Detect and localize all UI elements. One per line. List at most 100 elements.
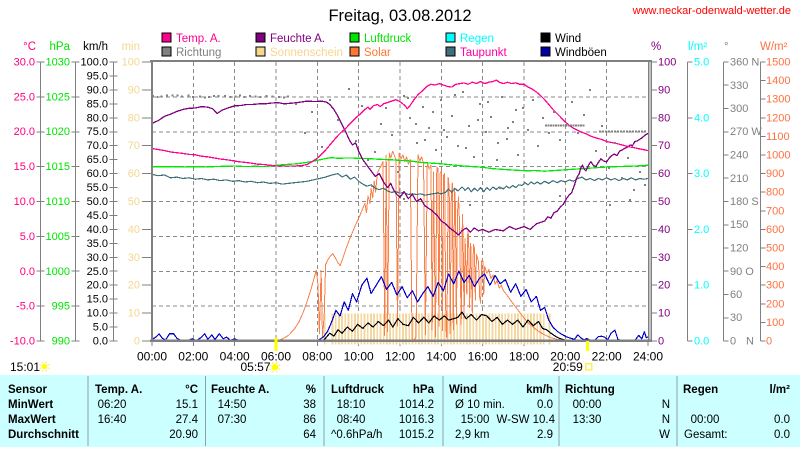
svg-text:240: 240	[730, 150, 748, 162]
svg-text:°: °	[724, 41, 729, 53]
svg-text:N: N	[662, 399, 670, 411]
svg-text:08:40: 08:40	[337, 414, 366, 426]
svg-text:3.0: 3.0	[694, 168, 709, 180]
svg-text:Richtung: Richtung	[176, 47, 221, 59]
svg-text:-10.0: -10.0	[10, 336, 35, 348]
svg-text:Regen: Regen	[683, 384, 718, 396]
svg-text:45.0: 45.0	[87, 210, 108, 222]
svg-text:990: 990	[52, 336, 70, 348]
svg-text:20: 20	[658, 280, 670, 292]
svg-text:0: 0	[658, 336, 664, 348]
svg-text:°C: °C	[23, 41, 36, 53]
svg-text:1000: 1000	[766, 150, 790, 162]
svg-text:10: 10	[658, 308, 670, 320]
svg-text:90 O: 90 O	[730, 266, 754, 278]
svg-text:W/m²: W/m²	[760, 41, 788, 53]
svg-text:08:00: 08:00	[302, 350, 332, 364]
svg-text:38: 38	[303, 399, 316, 411]
svg-text:50: 50	[128, 196, 140, 208]
svg-text:10:00: 10:00	[344, 350, 374, 364]
svg-text:06:00: 06:00	[261, 350, 291, 364]
svg-text:600: 600	[766, 224, 784, 236]
svg-text:25.0: 25.0	[14, 91, 35, 103]
svg-text:18:00: 18:00	[509, 350, 539, 364]
svg-text:0: 0	[134, 336, 140, 348]
svg-text:70: 70	[128, 140, 140, 152]
svg-text:5.0: 5.0	[93, 322, 108, 334]
svg-text:%: %	[651, 41, 661, 53]
svg-text:1200: 1200	[766, 112, 790, 124]
svg-text:1000: 1000	[46, 266, 70, 278]
svg-text:Sonnenschein: Sonnenschein	[270, 47, 343, 59]
svg-text:200: 200	[766, 298, 784, 310]
svg-text:25.0: 25.0	[87, 266, 108, 278]
svg-text:15:01: 15:01	[10, 360, 40, 374]
svg-text:N: N	[662, 414, 670, 426]
svg-text:500: 500	[766, 243, 784, 255]
svg-text:1010: 1010	[46, 196, 70, 208]
svg-text:120: 120	[730, 243, 748, 255]
svg-text:60: 60	[128, 168, 140, 180]
svg-text:16:40: 16:40	[98, 414, 127, 426]
svg-text:4.0: 4.0	[694, 112, 709, 124]
svg-text:70.0: 70.0	[87, 140, 108, 152]
svg-text:100: 100	[122, 57, 140, 69]
svg-text:00:00: 00:00	[137, 350, 167, 364]
svg-text:0.0: 0.0	[774, 414, 790, 426]
svg-text:Feuchte A.: Feuchte A.	[211, 384, 269, 396]
svg-text:700: 700	[766, 205, 784, 217]
svg-text:Temp. A.: Temp. A.	[95, 384, 142, 396]
svg-text:180 S: 180 S	[730, 196, 759, 208]
svg-text:90: 90	[128, 84, 140, 96]
svg-text:10.0: 10.0	[14, 196, 35, 208]
svg-text:14:00: 14:00	[426, 350, 456, 364]
svg-text:1.0: 1.0	[694, 280, 709, 292]
svg-text:W: W	[659, 429, 670, 441]
svg-text:60: 60	[730, 289, 742, 301]
svg-text:900: 900	[766, 168, 784, 180]
svg-text:Luftdruck: Luftdruck	[364, 33, 412, 45]
svg-text:N: N	[746, 336, 754, 348]
svg-text:15:00: 15:00	[461, 414, 490, 426]
svg-text:Luftdruck: Luftdruck	[331, 384, 385, 396]
svg-text:15.0: 15.0	[87, 294, 108, 306]
svg-text:150: 150	[730, 219, 748, 231]
svg-text:100: 100	[658, 57, 676, 69]
svg-text:km/h: km/h	[526, 384, 553, 396]
svg-text:10: 10	[128, 308, 140, 320]
svg-text:100: 100	[766, 317, 784, 329]
svg-text:Windböen: Windböen	[555, 47, 607, 59]
svg-text:400: 400	[766, 261, 784, 273]
svg-text:Feuchte A.: Feuchte A.	[270, 33, 325, 45]
svg-text:1015.2: 1015.2	[399, 429, 434, 441]
svg-text:2.0: 2.0	[694, 224, 709, 236]
svg-text:00:00: 00:00	[573, 399, 602, 411]
svg-text:Freitag, 03.08.2012: Freitag, 03.08.2012	[328, 7, 471, 25]
svg-text:5.0: 5.0	[20, 231, 35, 243]
svg-text:20.0: 20.0	[87, 280, 108, 292]
svg-text:%: %	[306, 384, 316, 396]
svg-text:hPa: hPa	[50, 41, 71, 53]
svg-text:1500: 1500	[766, 57, 790, 69]
svg-text:MaxWert: MaxWert	[8, 414, 56, 426]
svg-text:1015: 1015	[46, 161, 70, 173]
svg-text:l/m²: l/m²	[770, 384, 791, 396]
svg-text:18:10: 18:10	[337, 399, 366, 411]
svg-text:15.1: 15.1	[176, 399, 198, 411]
svg-text:30: 30	[128, 252, 140, 264]
svg-text:70: 70	[658, 140, 670, 152]
svg-text:1400: 1400	[766, 75, 790, 87]
svg-text:20.90: 20.90	[169, 429, 198, 441]
svg-text:300: 300	[766, 280, 784, 292]
svg-text:13:30: 13:30	[573, 414, 602, 426]
svg-text:0: 0	[766, 336, 772, 348]
svg-text:40: 40	[658, 224, 670, 236]
svg-text:30: 30	[730, 312, 742, 324]
svg-text:km/h: km/h	[83, 41, 108, 53]
svg-text:22:00: 22:00	[592, 350, 622, 364]
svg-text:0.0: 0.0	[20, 266, 35, 278]
svg-text:50: 50	[658, 196, 670, 208]
svg-text:15.0: 15.0	[14, 161, 35, 173]
svg-text:1016.3: 1016.3	[399, 414, 434, 426]
svg-text:1020: 1020	[46, 126, 70, 138]
